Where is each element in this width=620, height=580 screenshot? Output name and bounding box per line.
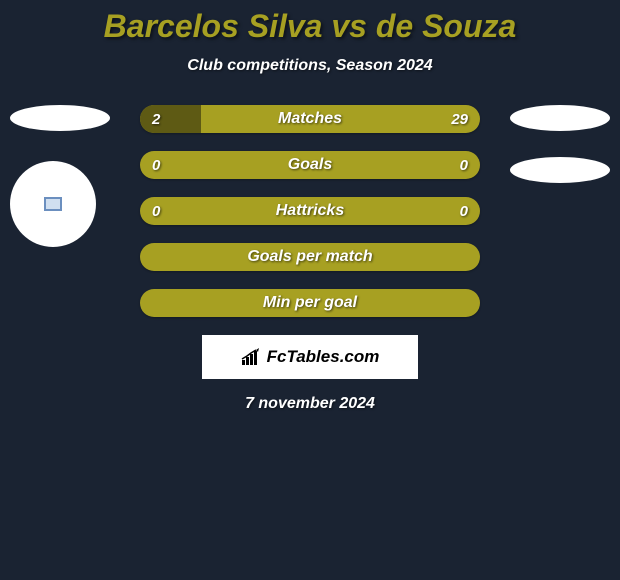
stat-value-right: 0 [460, 151, 468, 179]
right-player-shapes [510, 105, 610, 183]
stat-value-left: 2 [152, 105, 160, 133]
stat-value-right: 29 [451, 105, 468, 133]
stat-label: Matches [140, 105, 480, 133]
right-ellipse-1 [510, 105, 610, 131]
stat-label: Hattricks [140, 197, 480, 225]
page-title: Barcelos Silva vs de Souza [0, 0, 620, 45]
stat-row: Hattricks0 0 [140, 197, 480, 225]
stat-value-left: 0 [152, 151, 160, 179]
stat-row: Min per goal [140, 289, 480, 317]
stat-value-left: 0 [152, 197, 160, 225]
right-ellipse-2 [510, 157, 610, 183]
stats-area: Matches229Goals00Hattricks00Goals per ma… [0, 105, 620, 413]
stat-value-right: 0 [460, 197, 468, 225]
logo-text: FcTables.com [267, 347, 380, 367]
left-circle [10, 161, 96, 247]
stat-label: Goals per match [140, 243, 480, 271]
stat-label: Min per goal [140, 289, 480, 317]
placeholder-icon [44, 197, 62, 211]
left-ellipse [10, 105, 110, 131]
stat-row: Matches2 29 [140, 105, 480, 133]
left-player-shapes [10, 105, 110, 247]
fctables-logo[interactable]: FcTables.com [202, 335, 418, 379]
chart-icon [241, 348, 261, 366]
stat-bars: Matches229Goals00Hattricks00Goals per ma… [140, 105, 480, 317]
date-text: 7 november 2024 [0, 395, 620, 413]
stat-row: Goals0 0 [140, 151, 480, 179]
stat-label: Goals [140, 151, 480, 179]
page-subtitle: Club competitions, Season 2024 [0, 57, 620, 75]
stat-row: Goals per match [140, 243, 480, 271]
